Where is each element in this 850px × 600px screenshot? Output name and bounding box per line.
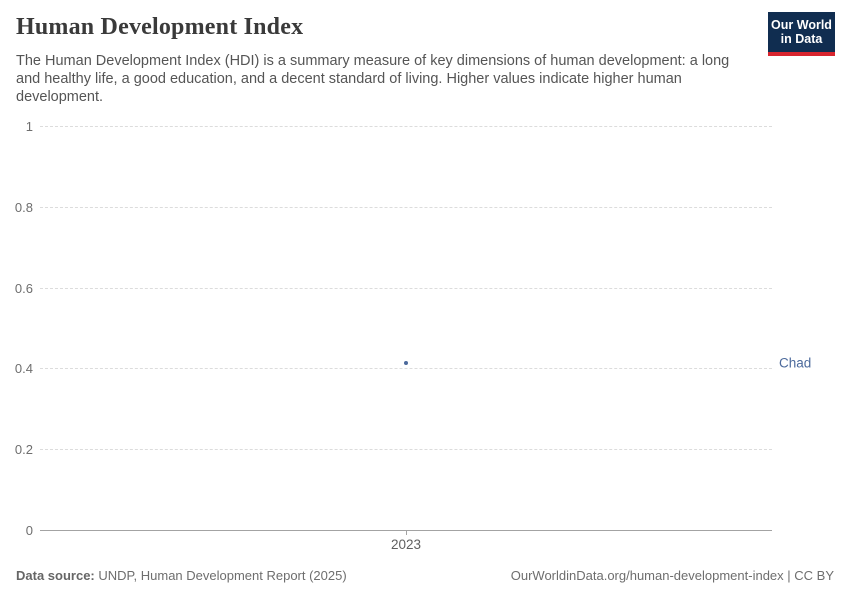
- gridline: 0.8: [15, 200, 772, 215]
- owid-logo-accent-bar: [768, 52, 835, 56]
- data-source-text: UNDP, Human Development Report (2025): [94, 568, 347, 583]
- footer-right: OurWorldinData.org/human-development-ind…: [511, 568, 834, 583]
- y-tick-label: 1: [25, 118, 33, 134]
- gridline: 0.6: [15, 280, 772, 295]
- footer-url-link[interactable]: OurWorldinData.org/human-development-ind…: [510, 568, 784, 583]
- y-tick-label: 0: [25, 522, 33, 538]
- y-tick-label: 0.4: [14, 361, 33, 377]
- owid-logo[interactable]: Our World in Data: [768, 12, 835, 52]
- y-tick-label: 0.6: [14, 280, 33, 296]
- plot-area: 2023 Chad 0 0.2 0.4 0.6 0.8 1: [15, 119, 811, 552]
- data-source-label: Data source:: [16, 568, 95, 583]
- x-axis-line: 0: [26, 523, 772, 538]
- x-tick-label: 2023: [390, 537, 422, 552]
- footer-license: CC BY: [794, 568, 834, 583]
- entity-label-chad[interactable]: Chad: [779, 355, 812, 371]
- data-source-note: Data source: UNDP, Human Development Rep…: [16, 568, 347, 583]
- y-tick-label: 0.2: [14, 441, 33, 457]
- gridline: 1: [26, 119, 772, 134]
- footer-separator: |: [783, 568, 795, 583]
- owid-logo-line1: Our World: [771, 18, 832, 32]
- owid-logo-line2: in Data: [780, 32, 823, 46]
- y-tick-label: 0.8: [14, 199, 33, 215]
- x-tick-mark: [406, 531, 407, 535]
- chart-footer: Data source: UNDP, Human Development Rep…: [16, 568, 834, 583]
- data-point-chad[interactable]: [404, 360, 408, 365]
- chart-title: Human Development Index: [16, 14, 304, 40]
- gridline: 0.2: [15, 442, 772, 457]
- chart-subtitle: The Human Development Index (HDI) is a s…: [16, 53, 730, 105]
- gridline: 0.4: [15, 361, 772, 376]
